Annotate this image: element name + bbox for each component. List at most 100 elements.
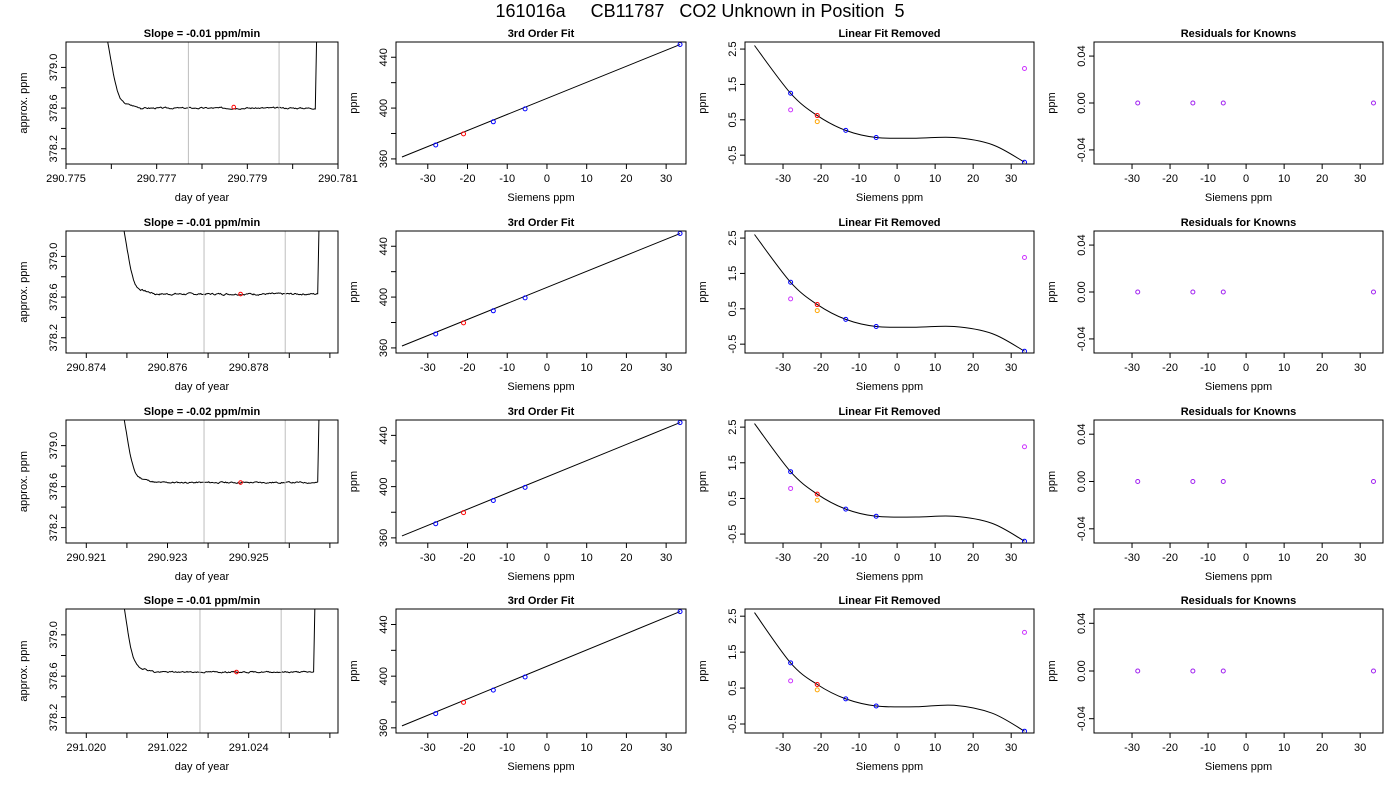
panel-title: Slope = -0.02 ppm/min [144, 406, 261, 418]
x-tick-label: 30 [660, 173, 672, 185]
plot-frame [744, 419, 1035, 544]
y-tick-label: -0.5 [727, 335, 739, 354]
x-tick-label: 10 [581, 552, 593, 564]
x-tick-label: 0 [894, 552, 900, 564]
data-point [461, 699, 467, 705]
data-point [1370, 289, 1376, 295]
x-axis-label: day of year [175, 192, 230, 204]
data-point [1190, 668, 1196, 674]
x-tick-label: 290.775 [46, 173, 86, 185]
x-tick-label: 291.022 [148, 742, 188, 754]
data-point [677, 420, 683, 426]
panel-r3c2: 3rd Order Fit -30 -20 -10 0 10 20 30 Siemens ppm… [348, 406, 687, 583]
x-tick-label: -10 [851, 552, 867, 564]
concentration-trace [107, 42, 318, 110]
x-axis-label: Siemens ppm [1205, 192, 1272, 204]
x-tick-label: 30 [1005, 173, 1017, 185]
plot-frame [395, 230, 687, 354]
panel-title: Residuals for Knowns [1181, 217, 1297, 229]
average-marker [238, 291, 243, 297]
y-tick-label: 0.5 [727, 680, 739, 695]
plot-frame [65, 608, 339, 734]
x-tick-label: -10 [851, 742, 867, 754]
x-tick-label: 290.921 [66, 552, 106, 564]
x-tick-label: 10 [581, 742, 593, 754]
plot-frame [395, 41, 687, 165]
x-tick-label: -20 [813, 362, 829, 374]
data-point [788, 660, 794, 666]
data-point [490, 308, 496, 314]
y-tick-label: 378.6 [48, 473, 60, 501]
data-point [1021, 348, 1027, 353]
data-point [814, 491, 820, 497]
x-tick-label: -20 [813, 552, 829, 564]
x-tick-label: 20 [1316, 173, 1328, 185]
data-point [788, 469, 794, 475]
data-point [788, 279, 794, 285]
x-tick-label: 30 [660, 742, 672, 754]
plot-area [123, 609, 316, 733]
data-point [843, 127, 849, 133]
x-tick-label: 291.024 [229, 742, 269, 754]
y-tick-label: 400 [378, 288, 390, 306]
panel-r1c4: Residuals for Knowns -30 -20 -10 0 10 20 30 Siem… [1046, 28, 1384, 204]
x-tick-label: 20 [1316, 552, 1328, 564]
y-tick-label: 379.0 [48, 54, 60, 82]
y-tick-label: 360 [378, 529, 390, 547]
panel-r4c3: Linear Fit Removed -30 -20 -10 0 10 20 30 Siemen… [697, 595, 1035, 773]
fit-line [401, 422, 681, 537]
x-axis-label: Siemens ppm [507, 381, 574, 393]
x-tick-label: 20 [967, 362, 979, 374]
data-point [1220, 100, 1226, 106]
data-point [788, 678, 794, 684]
x-tick-label: 10 [929, 742, 941, 754]
data-point [1021, 629, 1027, 635]
x-tick-label: 290.779 [227, 173, 267, 185]
y-tick-label: 400 [378, 477, 390, 495]
plot-area [1135, 479, 1376, 484]
x-tick-label: -20 [460, 173, 476, 185]
x-tick-label: -30 [775, 552, 791, 564]
y-tick-label: 440 [378, 615, 390, 633]
data-point [522, 674, 528, 680]
panel-r2c3: Linear Fit Removed -30 -20 -10 0 10 20 30 Siemen… [697, 217, 1035, 393]
x-axis-label: day of year [175, 571, 230, 583]
panel-title: 3rd Order Fit [508, 28, 575, 40]
x-axis-label: Siemens ppm [507, 571, 574, 583]
panel-r2c2: 3rd Order Fit -30 -20 -10 0 10 20 30 Siemens ppm… [348, 217, 687, 393]
data-point [814, 308, 820, 314]
x-tick-label: -30 [1124, 173, 1140, 185]
y-tick-label: 0.04 [1076, 613, 1088, 634]
y-tick-label: 0.04 [1076, 234, 1088, 255]
x-axis-label: Siemens ppm [856, 381, 923, 393]
plot-frame [65, 230, 339, 354]
x-tick-label: 0 [544, 742, 550, 754]
x-axis-label: Siemens ppm [1205, 381, 1272, 393]
panel-r4c4: Residuals for Knowns -30 -20 -10 0 10 20 30 Siem… [1046, 595, 1384, 773]
x-tick-label: -30 [775, 362, 791, 374]
x-tick-label: 30 [1005, 552, 1017, 564]
panel-title: Slope = -0.01 ppm/min [144, 595, 261, 607]
data-point [1021, 538, 1027, 543]
x-tick-label: -20 [460, 552, 476, 564]
x-tick-label: 20 [967, 742, 979, 754]
data-point [490, 497, 496, 503]
panel-title: Residuals for Knowns [1181, 28, 1297, 40]
plot-area [401, 420, 683, 537]
x-tick-label: -30 [420, 362, 436, 374]
y-axis-label: ppm [348, 92, 360, 113]
plot-area [1135, 668, 1376, 674]
data-point [433, 142, 439, 148]
y-tick-label: 379.0 [48, 243, 60, 271]
data-point [1190, 479, 1196, 484]
fit-line [401, 611, 681, 727]
x-axis-label: day of year [175, 381, 230, 393]
plot-area [401, 231, 683, 347]
y-tick-label: 378.6 [48, 662, 60, 690]
plot-area [107, 42, 318, 164]
x-tick-label: -10 [499, 742, 515, 754]
y-axis-label: approx. ppm [18, 451, 30, 512]
panel-r3c4: Residuals for Knowns -30 -20 -10 0 10 20 30 Siem… [1046, 406, 1384, 583]
data-point [433, 711, 439, 717]
x-tick-label: -20 [1162, 173, 1178, 185]
